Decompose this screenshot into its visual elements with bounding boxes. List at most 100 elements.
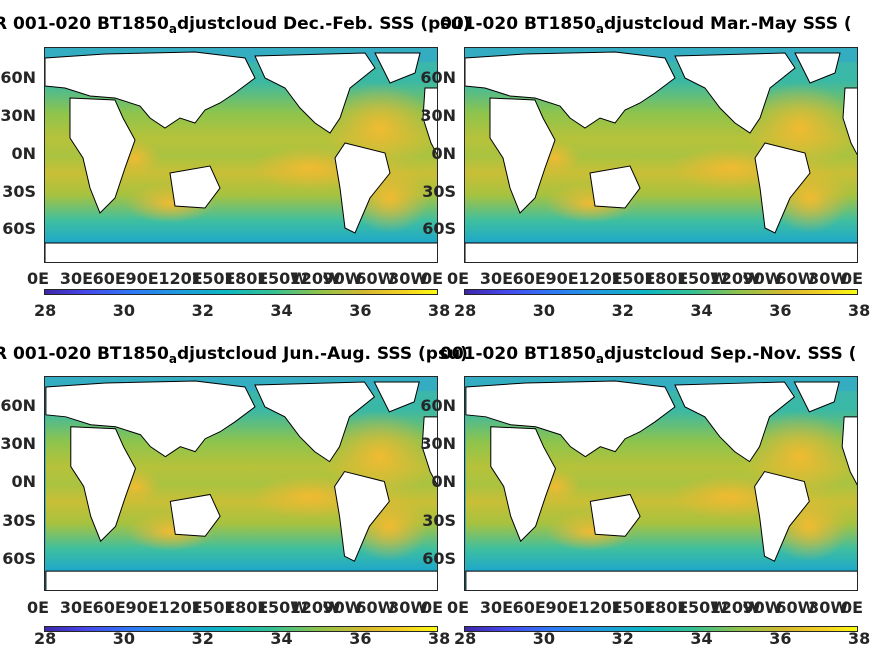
colorbar-tick-label: 28 <box>34 301 57 320</box>
land-mass <box>254 52 376 134</box>
panel-4-colorbar <box>464 626 858 632</box>
land-mass <box>422 87 437 156</box>
land-mass <box>421 416 437 486</box>
panel-2-map <box>464 47 858 263</box>
land-mass <box>589 493 641 537</box>
y-tick-label: 30N <box>420 106 456 125</box>
y-tick-label: 60N <box>420 68 456 87</box>
colorbar-tick-label: 32 <box>191 301 214 320</box>
x-tick-label: 30E <box>479 269 514 288</box>
x-tick-label: 120E <box>158 269 203 288</box>
x-tick-label: 90W <box>322 598 363 617</box>
y-tick-label: 30S <box>422 182 456 201</box>
x-tick-label: 60E <box>92 598 126 617</box>
colorbar-tick-label: 32 <box>611 629 634 648</box>
y-tick-label: 30N <box>0 106 36 125</box>
land-mass <box>70 426 137 543</box>
y-tick-label: 30S <box>422 511 456 530</box>
land-mass <box>674 381 796 463</box>
panel-1-title: R 001-020 BT1850adjustcloud Dec.-Feb. SS… <box>0 14 471 36</box>
land-mass <box>489 97 556 214</box>
land-mass <box>674 52 796 134</box>
colorbar-tick-label: 28 <box>34 629 57 648</box>
x-tick-label: 30W <box>388 269 429 288</box>
colorbar-tick-label: 28 <box>454 301 477 320</box>
x-tick-label: 0E <box>841 269 864 288</box>
x-tick-label: 60W <box>355 269 396 288</box>
colorbar-tick-label: 38 <box>848 629 871 648</box>
x-tick-label: 120W <box>709 269 761 288</box>
panel-4-map <box>464 376 858 591</box>
x-tick-label: 0E <box>447 598 470 617</box>
x-tick-label: 120W <box>289 598 341 617</box>
land-mass <box>334 470 390 562</box>
panel-2-colorbar <box>464 289 858 295</box>
x-tick-label: 180E <box>224 269 269 288</box>
map-svg <box>45 377 437 590</box>
x-tick-label: 150W <box>676 598 728 617</box>
colorbar-tick-label: 38 <box>428 629 451 648</box>
panel-1-colorbar <box>44 289 438 295</box>
x-tick-label: 60W <box>775 269 816 288</box>
y-tick-label: 30N <box>420 434 456 453</box>
x-tick-label: 180E <box>644 598 689 617</box>
colorbar-tick-label: 36 <box>769 629 792 648</box>
colorbar-tick-label: 32 <box>611 301 634 320</box>
x-tick-label: 150W <box>676 269 728 288</box>
land-mass <box>841 416 857 486</box>
panel-2-title: 001-020 BT1850adjustcloud Mar.-May SSS ( <box>440 14 852 36</box>
x-tick-label: 120E <box>578 598 623 617</box>
x-tick-label: 150W <box>256 598 308 617</box>
y-tick-label: 60N <box>0 68 36 87</box>
land-mass <box>45 51 256 129</box>
land-mass <box>589 165 641 209</box>
map-svg <box>465 377 857 590</box>
y-tick-label: 60S <box>2 219 36 238</box>
x-tick-label: 150E <box>611 269 656 288</box>
x-tick-label: 0E <box>421 269 444 288</box>
land-mass <box>45 242 437 262</box>
panel-3-colorbar <box>44 626 438 632</box>
x-tick-label: 0E <box>447 269 470 288</box>
x-tick-label: 180E <box>644 269 689 288</box>
y-tick-label: 0N <box>431 472 456 491</box>
colorbar-tick-label: 36 <box>769 301 792 320</box>
panel-3-map <box>44 376 438 591</box>
x-tick-label: 30E <box>59 598 94 617</box>
x-tick-label: 150E <box>611 598 656 617</box>
land-mass <box>374 52 421 84</box>
x-tick-label: 90E <box>545 598 579 617</box>
colorbar-tick-label: 34 <box>690 301 713 320</box>
colorbar-tick-label: 34 <box>690 629 713 648</box>
y-tick-label: 30S <box>2 511 36 530</box>
land-mass <box>490 426 557 543</box>
land-mass <box>842 87 857 156</box>
land-mass <box>465 51 676 129</box>
land-mass <box>334 142 391 234</box>
x-tick-label: 150E <box>191 269 236 288</box>
y-tick-label: 60S <box>422 549 456 568</box>
colorbar-tick-label: 34 <box>270 629 293 648</box>
x-tick-label: 30E <box>59 269 94 288</box>
colorbar-tick-label: 30 <box>532 629 556 648</box>
colorbar-tick-label: 30 <box>112 301 136 320</box>
y-tick-label: 60S <box>2 549 36 568</box>
colorbar-tick-label: 32 <box>191 629 214 648</box>
x-tick-label: 120E <box>158 598 203 617</box>
x-tick-label: 90E <box>125 598 159 617</box>
panel-4-title: 001-020 BT1850adjustcloud Sep.-Nov. SSS … <box>440 344 857 366</box>
land-mass <box>465 242 857 262</box>
land-mass <box>465 380 676 458</box>
x-tick-label: 60E <box>92 269 126 288</box>
x-tick-label: 0E <box>27 269 50 288</box>
x-tick-label: 180E <box>224 598 269 617</box>
colorbar-tick-label: 28 <box>454 629 477 648</box>
x-tick-label: 30W <box>808 269 849 288</box>
land-mass <box>754 142 811 234</box>
y-tick-label: 30S <box>2 182 36 201</box>
panel-3-title: R 001-020 BT1850adjustcloud Jun.-Aug. SS… <box>0 344 468 366</box>
x-tick-label: 150E <box>191 598 236 617</box>
colorbar-tick-label: 30 <box>532 301 556 320</box>
colorbar-tick-label: 36 <box>349 301 372 320</box>
x-tick-label: 150W <box>256 269 308 288</box>
